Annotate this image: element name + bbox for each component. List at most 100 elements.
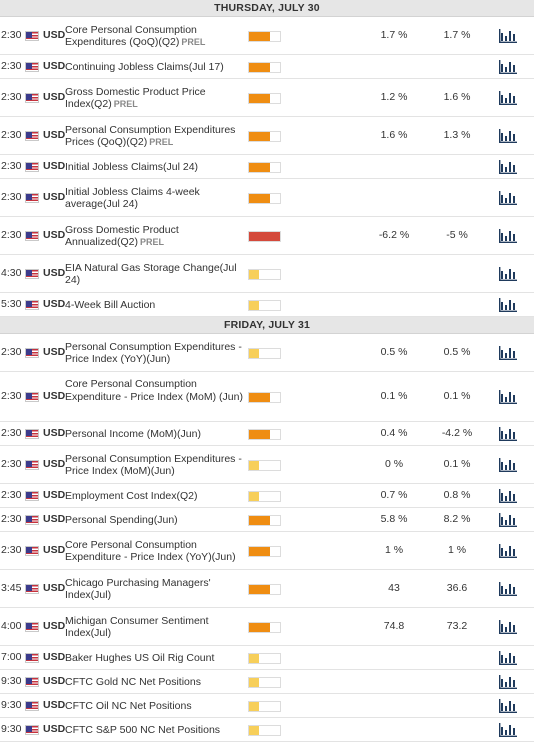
- event-name-text: Core Personal Consumption Expenditure - …: [65, 378, 243, 403]
- event-name[interactable]: Michigan Consumer Sentiment Index(Jul): [65, 615, 245, 640]
- event-row[interactable]: 9:30 USD CFTC Oil NC Net Positions: [0, 694, 534, 718]
- event-name[interactable]: CFTC Oil NC Net Positions: [65, 700, 245, 713]
- event-name[interactable]: Gross Domestic Product Price Index(Q2) PR…: [65, 86, 245, 111]
- event-name[interactable]: CFTC Gold NC Net Positions: [65, 676, 245, 689]
- event-name-text: Baker Hughes US Oil Rig Count: [65, 651, 215, 664]
- event-currency: USD: [43, 675, 66, 687]
- bar-chart-icon[interactable]: [499, 620, 517, 634]
- event-row[interactable]: 2:30 USD Core Personal Consumption Expendi…: [0, 372, 534, 422]
- event-row[interactable]: 5:30 USD 4-Week Bill Auction: [0, 293, 534, 317]
- bar-chart-icon[interactable]: [499, 229, 517, 243]
- event-time: 9:30: [1, 699, 22, 711]
- impact-indicator: [248, 61, 281, 73]
- bar-chart-icon[interactable]: [499, 191, 517, 205]
- event-name[interactable]: Employment Cost Index(Q2): [65, 490, 245, 503]
- event-time: 2:30: [1, 160, 22, 172]
- event-name[interactable]: Personal Income (MoM)(Jun): [65, 428, 245, 441]
- event-row[interactable]: 2:30 USD Personal Consumption Expenditures…: [0, 446, 534, 484]
- event-name[interactable]: Personal Consumption Expenditures - Pric…: [65, 341, 245, 366]
- us-flag-icon: [25, 131, 39, 141]
- event-row[interactable]: 9:30 USD CFTC S&P 500 NC Net Positions: [0, 718, 534, 742]
- bar-chart-icon[interactable]: [499, 651, 517, 665]
- impact-fill: [249, 515, 270, 525]
- bar-chart-icon[interactable]: [499, 675, 517, 689]
- bar-chart-icon[interactable]: [499, 489, 517, 503]
- event-actual: 74.8: [383, 620, 405, 632]
- event-row[interactable]: 2:30 USD Employment Cost Index(Q2) 0.7 % 0.8…: [0, 484, 534, 508]
- event-time: 2:30: [1, 458, 22, 470]
- event-row[interactable]: 2:30 USD Personal Income (MoM)(Jun) 0.4 % -4…: [0, 422, 534, 446]
- event-name[interactable]: CFTC S&P 500 NC Net Positions: [65, 724, 245, 737]
- bar-chart-icon[interactable]: [499, 390, 517, 404]
- event-row[interactable]: 2:30 USD Core Personal Consumption Expendi…: [0, 17, 534, 55]
- bar-chart-icon[interactable]: [499, 267, 517, 281]
- us-flag-icon: [25, 162, 39, 172]
- event-name[interactable]: Gross Domestic Product Annualized(Q2) PRE…: [65, 224, 245, 249]
- impact-indicator: [248, 347, 281, 359]
- event-row[interactable]: 2:30 USD Initial Jobless Claims(Jul 24): [0, 155, 534, 179]
- bar-chart-icon[interactable]: [499, 699, 517, 713]
- event-name[interactable]: Continuing Jobless Claims(Jul 17): [65, 61, 245, 74]
- bar-chart-icon[interactable]: [499, 298, 517, 312]
- event-actual: 1 %: [384, 544, 404, 556]
- event-name[interactable]: Personal Consumption Expenditures - Pric…: [65, 453, 245, 478]
- event-name[interactable]: Initial Jobless Claims 4-week average(Ju…: [65, 186, 245, 211]
- bar-chart-icon[interactable]: [499, 544, 517, 558]
- impact-fill: [249, 622, 270, 632]
- event-name[interactable]: Core Personal Consumption Expenditure - …: [65, 539, 245, 564]
- event-row[interactable]: 4:00 USD Michigan Consumer Sentiment Index…: [0, 608, 534, 646]
- event-name[interactable]: Initial Jobless Claims(Jul 24): [65, 161, 245, 174]
- event-name[interactable]: Core Personal Consumption Expenditure - …: [65, 378, 245, 403]
- event-row[interactable]: 2:30 USD Personal Spending(Jun) 5.8 % 8.2 %: [0, 508, 534, 532]
- bar-chart-icon[interactable]: [499, 91, 517, 105]
- bar-chart-icon[interactable]: [499, 346, 517, 360]
- event-name[interactable]: 4-Week Bill Auction: [65, 299, 245, 312]
- event-forecast: 0.1 %: [443, 458, 471, 470]
- bar-chart-icon[interactable]: [499, 29, 517, 43]
- bar-chart-icon[interactable]: [499, 513, 517, 527]
- bar-chart-icon[interactable]: [499, 129, 517, 143]
- event-currency: USD: [43, 390, 66, 402]
- event-row[interactable]: 2:30 USD Gross Domestic Product Annualized…: [0, 217, 534, 255]
- event-time: 2:30: [1, 91, 22, 103]
- event-forecast: 0.1 %: [443, 390, 471, 402]
- event-forecast: 0.8 %: [443, 489, 471, 501]
- event-row[interactable]: 2:30 USD Initial Jobless Claims 4-week ave…: [0, 179, 534, 217]
- event-row[interactable]: 3:45 USD Chicago Purchasing Managers' Inde…: [0, 570, 534, 608]
- event-actual: 0.1 %: [380, 390, 408, 402]
- event-time: 2:30: [1, 513, 22, 525]
- event-currency: USD: [43, 489, 66, 501]
- event-name-text: Employment Cost Index(Q2): [65, 489, 198, 502]
- impact-fill: [249, 491, 260, 501]
- bar-chart-icon[interactable]: [499, 160, 517, 174]
- event-name[interactable]: Core Personal Consumption Expenditures (…: [65, 24, 245, 49]
- event-name[interactable]: Baker Hughes US Oil Rig Count: [65, 652, 245, 665]
- event-name[interactable]: Personal Consumption Expenditures Prices…: [65, 124, 245, 149]
- event-time: 2:30: [1, 544, 22, 556]
- event-row[interactable]: 2:30 USD Continuing Jobless Claims(Jul 17): [0, 55, 534, 79]
- event-time: 2:30: [1, 229, 22, 241]
- bar-chart-icon[interactable]: [499, 582, 517, 596]
- event-name-text: CFTC Oil NC Net Positions: [65, 699, 192, 712]
- impact-indicator: [248, 514, 281, 526]
- event-row[interactable]: 2:30 USD Gross Domestic Product Price Inde…: [0, 79, 534, 117]
- bar-chart-icon[interactable]: [499, 427, 517, 441]
- bar-chart-icon[interactable]: [499, 60, 517, 74]
- event-name[interactable]: Chicago Purchasing Managers' Index(Jul): [65, 577, 245, 602]
- event-row[interactable]: 2:30 USD Personal Consumption Expenditures…: [0, 334, 534, 372]
- bar-chart-icon[interactable]: [499, 458, 517, 472]
- event-row[interactable]: 2:30 USD Core Personal Consumption Expendi…: [0, 532, 534, 570]
- event-time: 2:30: [1, 390, 22, 402]
- us-flag-icon: [25, 677, 39, 687]
- event-name[interactable]: Personal Spending(Jun): [65, 514, 245, 527]
- event-time: 9:30: [1, 675, 22, 687]
- event-actual: 0 %: [384, 458, 404, 470]
- event-row[interactable]: 9:30 USD CFTC Gold NC Net Positions: [0, 670, 534, 694]
- event-row[interactable]: 7:00 USD Baker Hughes US Oil Rig Count: [0, 646, 534, 670]
- event-row[interactable]: 4:30 USD EIA Natural Gas Storage Change(Ju…: [0, 255, 534, 293]
- event-row[interactable]: 2:30 USD Personal Consumption Expenditures…: [0, 117, 534, 155]
- bar-chart-icon[interactable]: [499, 723, 517, 737]
- impact-fill: [249, 429, 270, 439]
- event-name[interactable]: EIA Natural Gas Storage Change(Jul 24): [65, 262, 245, 287]
